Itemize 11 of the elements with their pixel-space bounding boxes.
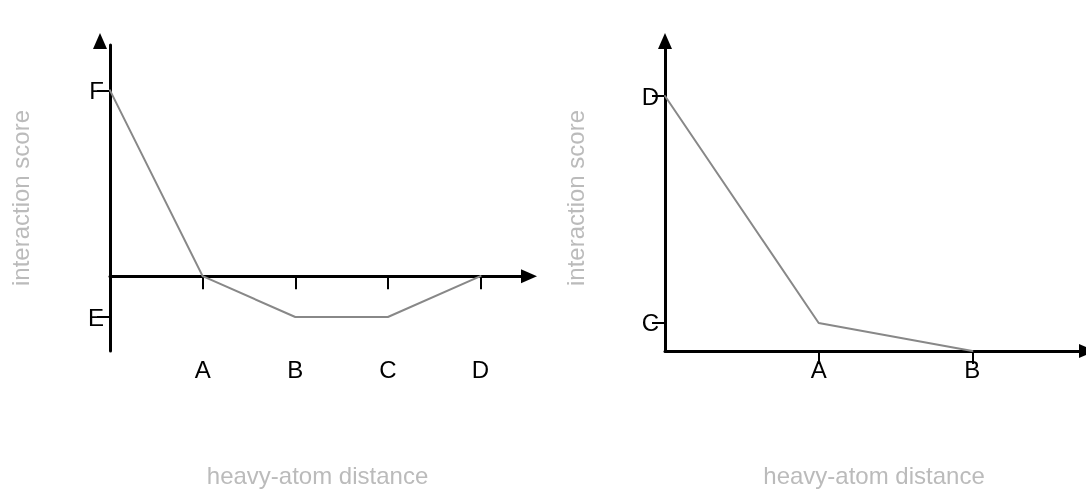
x-tick-label: C xyxy=(379,355,397,383)
x-tick-label: A xyxy=(194,355,211,383)
x-tick-label: B xyxy=(964,355,981,383)
text: C xyxy=(641,309,659,337)
text: D xyxy=(641,82,659,110)
x-tick-label: D xyxy=(471,355,490,383)
x-tick-label: B xyxy=(287,355,304,383)
x-axis-title: heavy-atom distance xyxy=(763,461,985,489)
x-axis-title: heavy-atom distance xyxy=(206,461,429,489)
y-axis-title: interaction score xyxy=(561,109,589,287)
y-axis-title: interaction score xyxy=(6,109,34,287)
